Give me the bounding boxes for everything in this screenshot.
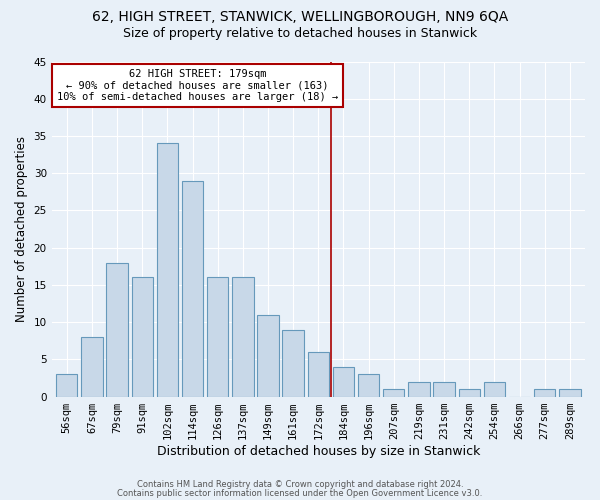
Bar bbox=[131, 278, 153, 396]
Bar bbox=[383, 389, 404, 396]
Bar bbox=[534, 389, 556, 396]
Bar bbox=[358, 374, 379, 396]
Bar bbox=[333, 367, 354, 396]
Bar bbox=[308, 352, 329, 397]
Text: 62 HIGH STREET: 179sqm
← 90% of detached houses are smaller (163)
10% of semi-de: 62 HIGH STREET: 179sqm ← 90% of detached… bbox=[57, 69, 338, 102]
Bar bbox=[56, 374, 77, 396]
Text: Contains HM Land Registry data © Crown copyright and database right 2024.: Contains HM Land Registry data © Crown c… bbox=[137, 480, 463, 489]
Bar bbox=[458, 389, 480, 396]
Bar bbox=[106, 262, 128, 396]
Bar bbox=[157, 144, 178, 396]
Bar bbox=[232, 278, 254, 396]
Bar bbox=[207, 278, 229, 396]
Bar bbox=[484, 382, 505, 396]
Bar bbox=[408, 382, 430, 396]
Bar bbox=[81, 337, 103, 396]
Bar bbox=[283, 330, 304, 396]
Bar bbox=[257, 314, 279, 396]
Bar bbox=[559, 389, 581, 396]
Bar bbox=[433, 382, 455, 396]
Y-axis label: Number of detached properties: Number of detached properties bbox=[15, 136, 28, 322]
Text: 62, HIGH STREET, STANWICK, WELLINGBOROUGH, NN9 6QA: 62, HIGH STREET, STANWICK, WELLINGBOROUG… bbox=[92, 10, 508, 24]
Bar bbox=[182, 180, 203, 396]
Text: Contains public sector information licensed under the Open Government Licence v3: Contains public sector information licen… bbox=[118, 488, 482, 498]
X-axis label: Distribution of detached houses by size in Stanwick: Distribution of detached houses by size … bbox=[157, 444, 480, 458]
Text: Size of property relative to detached houses in Stanwick: Size of property relative to detached ho… bbox=[123, 28, 477, 40]
